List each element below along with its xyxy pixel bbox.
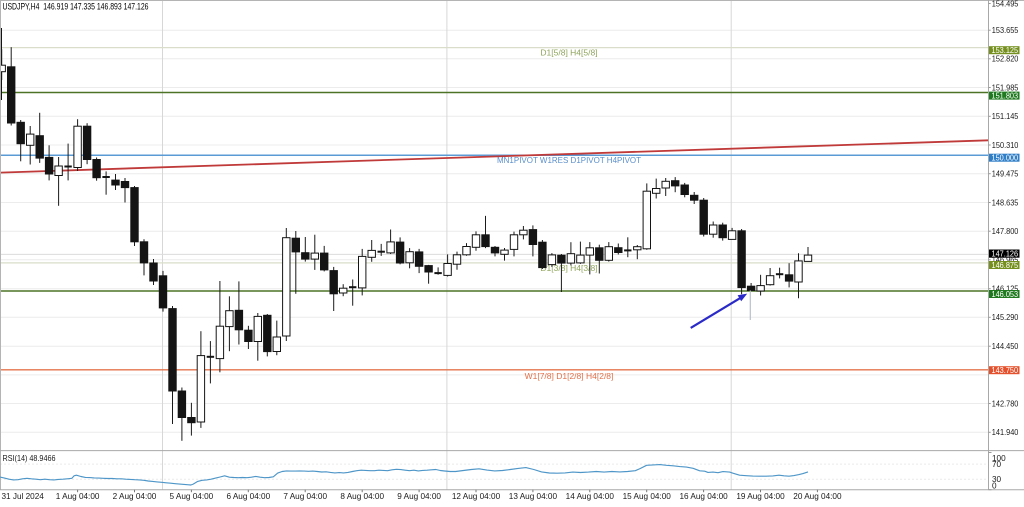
- svg-text:15 Aug 04:00: 15 Aug 04:00: [623, 492, 672, 501]
- svg-text:151.145: 151.145: [992, 112, 1019, 121]
- svg-text:30: 30: [992, 475, 1002, 484]
- svg-text:154.495: 154.495: [992, 0, 1019, 8]
- svg-text:5 Aug 04:00: 5 Aug 04:00: [170, 492, 214, 501]
- svg-text:1 Aug 04:00: 1 Aug 04:00: [56, 492, 100, 501]
- svg-text:146.875: 146.875: [992, 261, 1019, 270]
- svg-text:19 Aug 04:00: 19 Aug 04:00: [736, 492, 785, 501]
- svg-text:31 Jul 2024: 31 Jul 2024: [2, 492, 45, 501]
- svg-text:6 Aug 04:00: 6 Aug 04:00: [226, 492, 270, 501]
- svg-text:D1[3/8] H4[3/8]: D1[3/8] H4[3/8]: [540, 263, 597, 273]
- svg-text:149.475: 149.475: [992, 170, 1019, 179]
- svg-text:144.450: 144.450: [992, 342, 1019, 351]
- svg-text:RSI(14) 48.9466: RSI(14) 48.9466: [3, 454, 56, 463]
- svg-text:142.780: 142.780: [992, 399, 1019, 408]
- svg-text:143.750: 143.750: [992, 366, 1019, 375]
- svg-text:70: 70: [992, 460, 1002, 469]
- svg-text:12 Aug 04:00: 12 Aug 04:00: [452, 492, 501, 501]
- svg-text:MN1PIVOT W1RES D1PIVOT H4PIVOT: MN1PIVOT W1RES D1PIVOT H4PIVOT: [497, 155, 641, 165]
- svg-text:20 Aug 04:00: 20 Aug 04:00: [793, 492, 842, 501]
- svg-text:14 Aug 04:00: 14 Aug 04:00: [566, 492, 615, 501]
- svg-text:152.820: 152.820: [992, 55, 1019, 64]
- svg-text:147.126: 147.126: [992, 250, 1019, 259]
- svg-text:146.965: 146.965: [992, 256, 1019, 265]
- svg-text:153.655: 153.655: [992, 26, 1019, 35]
- svg-text:9 Aug 04:00: 9 Aug 04:00: [397, 492, 441, 501]
- svg-text:151.803: 151.803: [992, 92, 1019, 101]
- svg-text:2 Aug 04:00: 2 Aug 04:00: [113, 492, 157, 501]
- svg-text:141.940: 141.940: [992, 428, 1019, 437]
- svg-text:100: 100: [992, 454, 1006, 463]
- svg-text:W1[7/8] D1[2/8] H4[2/8]: W1[7/8] D1[2/8] H4[2/8]: [525, 371, 614, 381]
- svg-text:0: 0: [992, 482, 997, 491]
- svg-text:16 Aug 04:00: 16 Aug 04:00: [679, 492, 728, 501]
- svg-text:151.985: 151.985: [992, 83, 1019, 92]
- svg-text:150.310: 150.310: [992, 141, 1019, 150]
- svg-text:145.290: 145.290: [992, 313, 1019, 322]
- svg-text:7 Aug 04:00: 7 Aug 04:00: [283, 492, 327, 501]
- svg-text:USDJPY,H4 146.919 147.335 146: USDJPY,H4 146.919 147.335 146.893 147.12…: [3, 2, 149, 12]
- svg-text:146.125: 146.125: [992, 285, 1019, 294]
- svg-text:8 Aug 04:00: 8 Aug 04:00: [340, 492, 384, 501]
- svg-text:148.635: 148.635: [992, 198, 1019, 207]
- svg-text:150.000: 150.000: [992, 154, 1019, 163]
- svg-text:153.125: 153.125: [992, 46, 1019, 55]
- svg-text:146.053: 146.053: [992, 290, 1019, 299]
- svg-text:147.800: 147.800: [992, 227, 1019, 236]
- svg-text:13 Aug 04:00: 13 Aug 04:00: [509, 492, 558, 501]
- svg-text:D1[5/8] H4[5/8]: D1[5/8] H4[5/8]: [540, 48, 597, 58]
